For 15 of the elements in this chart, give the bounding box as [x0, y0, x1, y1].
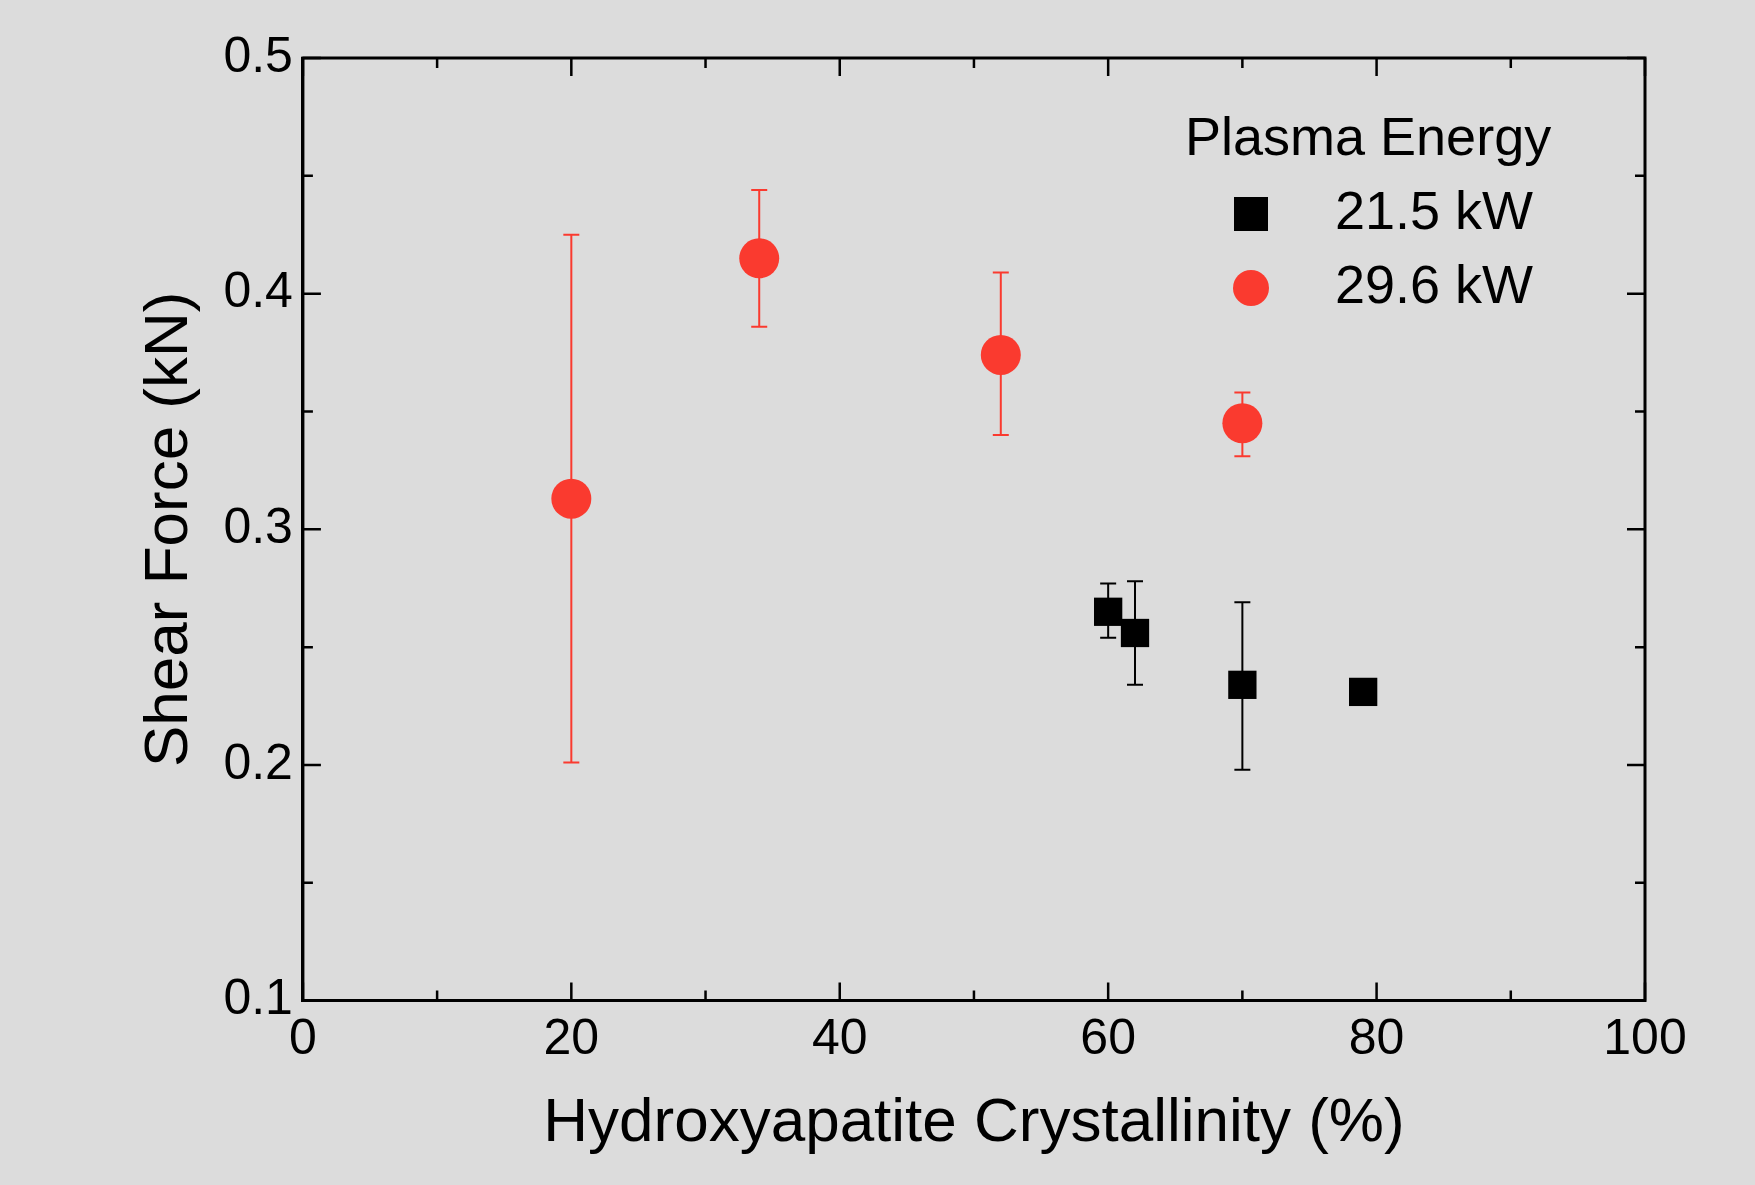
y-tick-label: 0.1	[223, 969, 293, 1026]
x-tick-label: 100	[1603, 1009, 1687, 1066]
x-tick-label: 80	[1348, 1009, 1405, 1066]
legend-label: 21.5 kW	[1335, 179, 1534, 240]
x-axis-title: Hydroxyapatite Crystallinity (%)	[543, 1084, 1405, 1154]
y-axis-title: Shear Force (kN)	[131, 291, 201, 768]
y-tick-label: 0.2	[223, 733, 293, 790]
y-tick-label: 0.3	[223, 498, 293, 555]
legend-label: 29.6 kW	[1335, 253, 1534, 314]
legend-title: Plasma Energy	[1185, 105, 1552, 166]
y-tick-label: 0.5	[223, 26, 293, 83]
x-tick-label: 60	[1080, 1009, 1136, 1066]
x-tick-label: 40	[811, 1009, 868, 1066]
y-tick-label: 0.4	[223, 262, 293, 319]
x-tick-label: 20	[543, 1009, 600, 1066]
